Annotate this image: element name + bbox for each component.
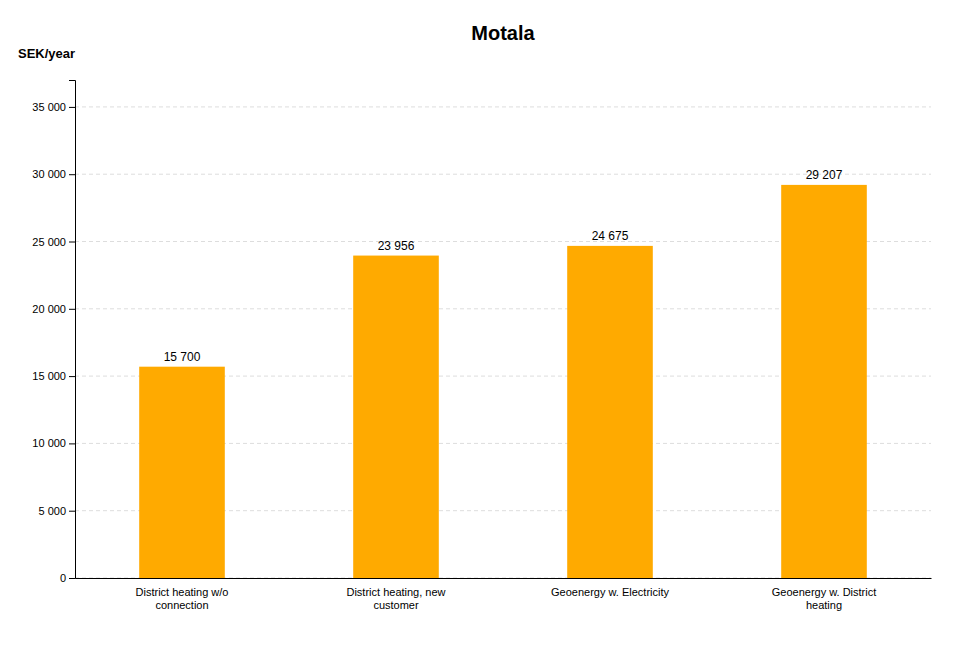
y-tick-label: 35 000 — [32, 101, 66, 113]
y-tick: 25 000 — [32, 236, 75, 248]
bar — [139, 367, 225, 578]
data-label: 29 207 — [806, 168, 843, 182]
y-tick-label: 30 000 — [32, 168, 66, 180]
y-tick-label: 20 000 — [32, 303, 66, 315]
x-tick-label: District heating w/oconnection — [136, 586, 229, 611]
bar — [567, 246, 653, 578]
x-tick-label-line: Geoenergy w. District — [772, 586, 877, 598]
x-tick-label-line: connection — [155, 599, 208, 611]
grid-line — [75, 106, 931, 107]
data-labels: 15 700 23 956 24 675 29 207 — [164, 168, 843, 364]
y-tick-label: 0 — [60, 572, 66, 584]
x-tick: District heating, newcustomer — [346, 586, 445, 611]
title: Motala — [471, 22, 535, 44]
y-tick-mark — [69, 443, 75, 444]
y-axis-label: SEK/year — [18, 46, 75, 61]
grid-line — [75, 174, 931, 175]
y-tick: 5 000 — [38, 505, 75, 517]
y-tick: 30 000 — [32, 168, 75, 180]
data-label: 15 700 — [164, 350, 201, 364]
y-tick-label: 15 000 — [32, 370, 66, 382]
x-tick-label: Geoenergy w. Districtheating — [772, 586, 877, 611]
x-tick: District heating w/oconnection — [136, 586, 229, 611]
x-tick: Geoenergy w. Electricity — [551, 586, 669, 598]
y-tick-mark — [69, 511, 75, 512]
x-tick-label: District heating, newcustomer — [346, 586, 445, 611]
plot: 0 5 000 10 000 15 000 20 000 25 000 30 000 35 0… — [32, 81, 931, 612]
bars — [139, 185, 867, 578]
y-tick-label: 5 000 — [38, 505, 66, 517]
x-tick-label-line: customer — [373, 599, 419, 611]
bar — [781, 185, 867, 578]
y-tick-label: 25 000 — [32, 236, 66, 248]
y-tick-mark — [69, 309, 75, 310]
y-tick-mark — [69, 578, 75, 579]
x-tick-label-line: District heating w/o — [136, 586, 229, 598]
bar — [353, 256, 439, 578]
y-tick-mark — [69, 174, 75, 175]
x-axis: District heating w/oconnectionDistrict h… — [76, 579, 932, 612]
y-tick: 10 000 — [32, 437, 75, 449]
x-axis-line — [76, 578, 932, 579]
grid — [75, 107, 931, 578]
y-tick-mark — [69, 242, 75, 243]
x-tick-label-line: Geoenergy w. Electricity — [551, 586, 669, 598]
y-axis-line — [69, 81, 76, 579]
y-tick: 20 000 — [32, 303, 75, 315]
chart: 0 5 000 10 000 15 000 20 000 25 000 30 000 35 0… — [0, 0, 961, 653]
x-tick: Geoenergy w. Districtheating — [772, 586, 877, 611]
x-tick-label-line: heating — [806, 599, 842, 611]
y-tick-label: 10 000 — [32, 437, 66, 449]
y-tick-mark — [69, 107, 75, 108]
data-label: 23 956 — [378, 239, 415, 253]
y-tick-mark — [69, 376, 75, 377]
y-tick: 15 000 — [32, 370, 75, 382]
x-tick-label-line: District heating, new — [346, 586, 445, 598]
y-axis: 0 5 000 10 000 15 000 20 000 25 000 30 000 35 0… — [32, 81, 75, 585]
data-label: 24 675 — [592, 229, 629, 243]
y-tick: 0 — [60, 572, 75, 584]
x-tick-label: Geoenergy w. Electricity — [551, 586, 669, 598]
y-tick: 35 000 — [32, 101, 75, 113]
